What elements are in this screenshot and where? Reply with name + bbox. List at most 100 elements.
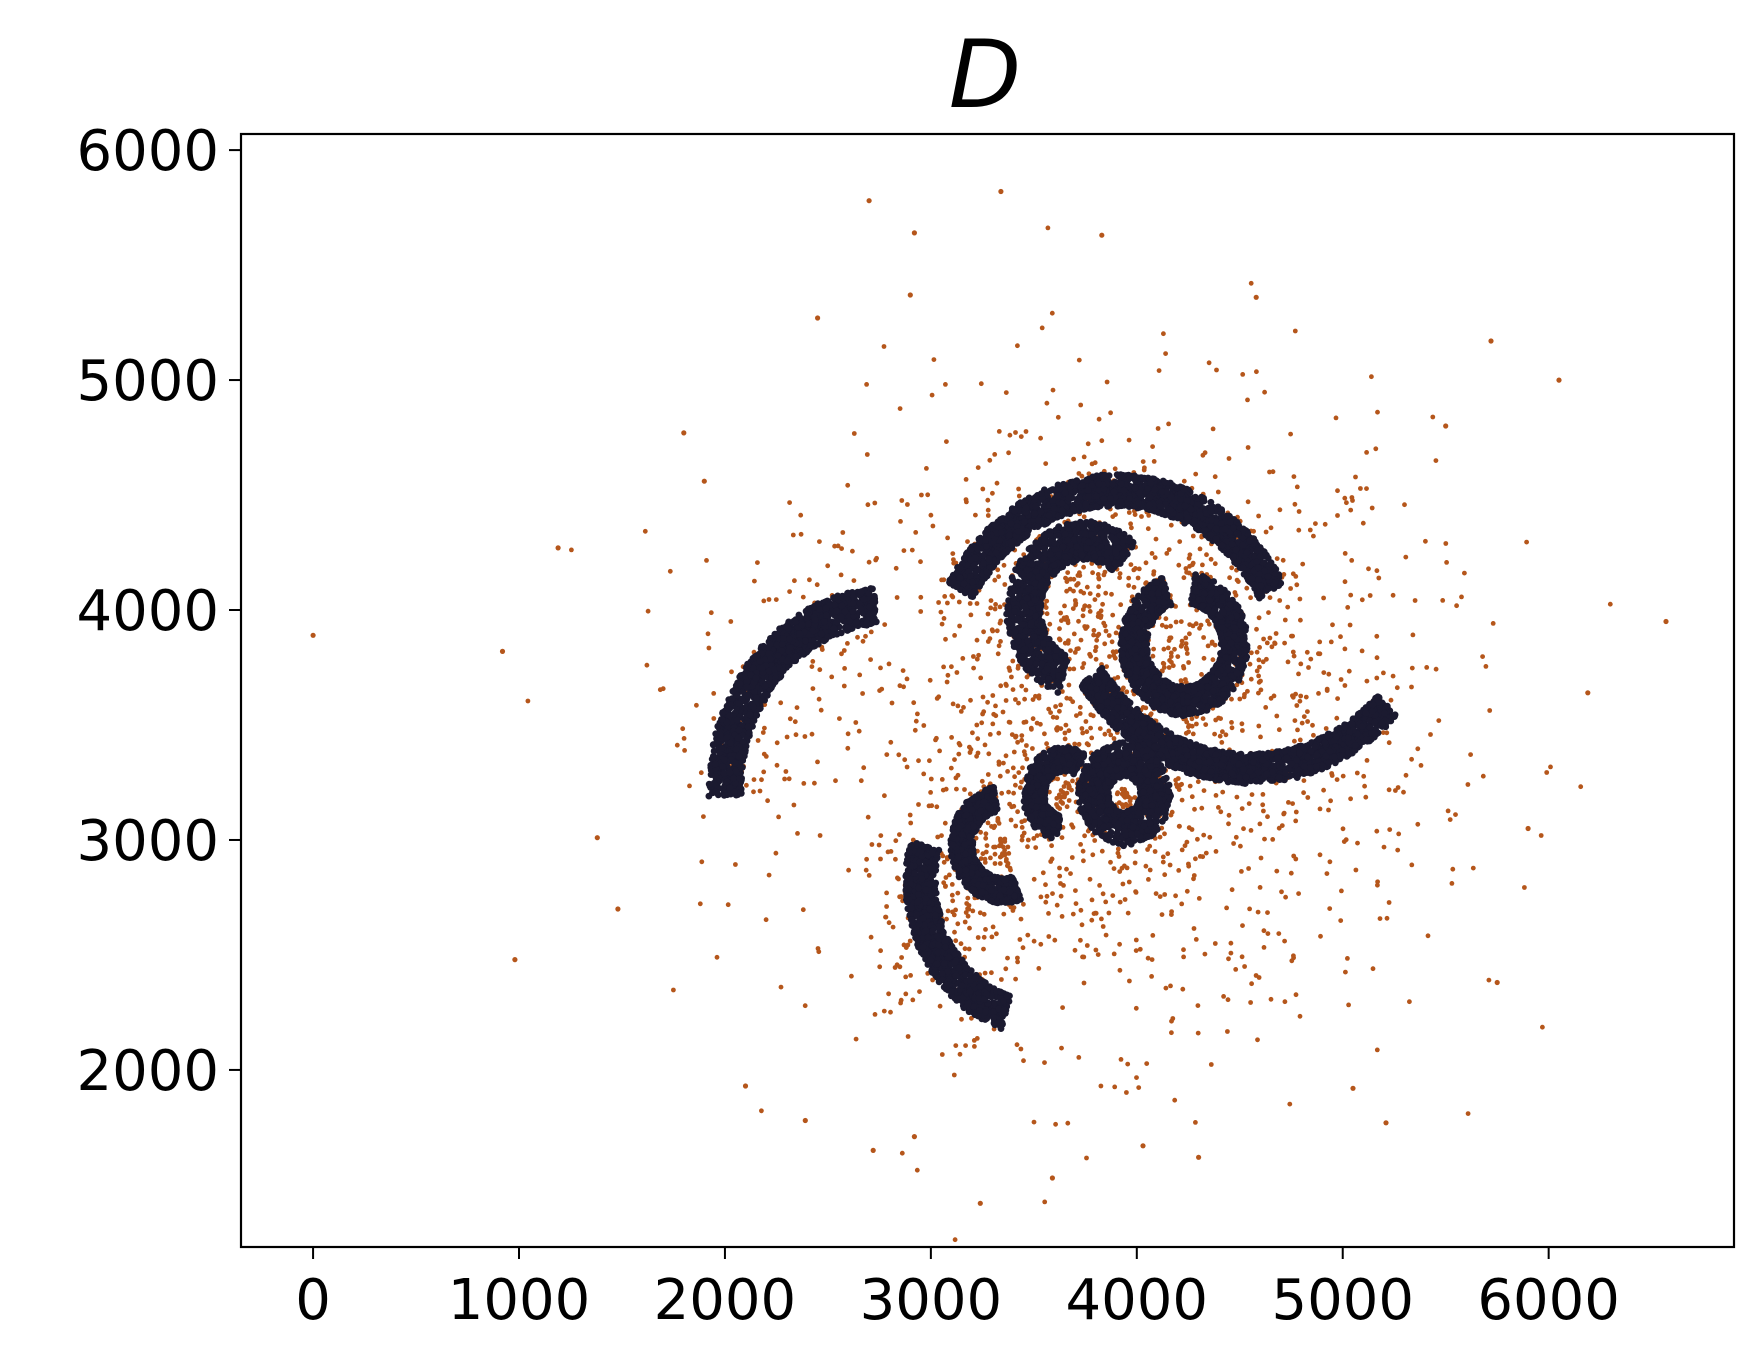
cluster-point bbox=[778, 641, 786, 648]
cluster-point bbox=[723, 778, 731, 786]
noise-point bbox=[1212, 941, 1218, 946]
noise-point bbox=[1270, 837, 1276, 842]
noise-point bbox=[1116, 800, 1122, 806]
noise-point bbox=[1184, 839, 1190, 845]
noise-point bbox=[1117, 941, 1122, 947]
noise-point bbox=[999, 790, 1005, 796]
noise-point bbox=[1187, 631, 1192, 637]
noise-point bbox=[1277, 598, 1283, 603]
noise-point bbox=[1402, 502, 1407, 508]
noise-point bbox=[682, 748, 687, 753]
noise-point bbox=[1468, 752, 1473, 757]
noise-point bbox=[990, 693, 996, 698]
noise-point bbox=[1053, 704, 1058, 709]
noise-point bbox=[904, 764, 910, 770]
noise-point bbox=[1024, 1333, 1029, 1338]
noise-point bbox=[1081, 564, 1086, 570]
noise-point bbox=[864, 856, 869, 862]
noise-point bbox=[1082, 833, 1087, 839]
noise-point bbox=[974, 1036, 980, 1041]
noise-point bbox=[761, 751, 767, 757]
noise-point bbox=[1191, 926, 1197, 931]
noise-point bbox=[1168, 650, 1174, 656]
noise-point bbox=[995, 567, 1001, 573]
noise-point bbox=[1039, 325, 1045, 331]
noise-point bbox=[917, 989, 922, 994]
noise-point bbox=[1151, 646, 1156, 652]
noise-point bbox=[995, 818, 1001, 824]
noise-point bbox=[985, 772, 991, 777]
noise-point bbox=[1207, 834, 1213, 840]
noise-point bbox=[1454, 603, 1459, 609]
noise-point bbox=[907, 938, 913, 944]
cluster-point bbox=[782, 623, 790, 630]
noise-point bbox=[1042, 1060, 1047, 1065]
noise-point bbox=[1050, 891, 1055, 896]
noise-point bbox=[864, 452, 870, 457]
noise-point bbox=[1029, 726, 1034, 732]
noise-point bbox=[1017, 937, 1023, 942]
noise-point bbox=[884, 752, 890, 757]
noise-point bbox=[1110, 612, 1116, 618]
noise-point bbox=[1150, 444, 1155, 449]
noise-point bbox=[1081, 858, 1086, 864]
cluster-point bbox=[821, 618, 828, 626]
noise-point bbox=[955, 890, 961, 896]
noise-point bbox=[1081, 954, 1087, 960]
noise-point bbox=[1176, 868, 1182, 873]
cluster-point bbox=[850, 593, 858, 601]
noise-point bbox=[667, 568, 673, 574]
noise-point bbox=[1480, 654, 1485, 659]
noise-point bbox=[952, 633, 957, 638]
noise-point bbox=[1182, 843, 1188, 849]
noise-point bbox=[792, 578, 797, 584]
noise-point bbox=[947, 872, 952, 878]
noise-point bbox=[1201, 832, 1207, 838]
noise-point bbox=[1117, 869, 1123, 874]
noise-point bbox=[1288, 431, 1293, 437]
noise-point bbox=[1249, 792, 1255, 797]
noise-point bbox=[1290, 649, 1296, 655]
noise-point bbox=[856, 728, 862, 734]
noise-point bbox=[1244, 585, 1250, 591]
noise-point bbox=[992, 861, 998, 866]
noise-point bbox=[1118, 1057, 1124, 1062]
noise-point bbox=[1216, 805, 1221, 810]
noise-point bbox=[1258, 734, 1263, 740]
cluster-point bbox=[735, 700, 742, 707]
noise-point bbox=[1544, 770, 1550, 775]
noise-point bbox=[1058, 881, 1063, 886]
noise-point bbox=[1272, 640, 1277, 646]
noise-point bbox=[1088, 653, 1093, 659]
noise-point bbox=[555, 545, 561, 551]
noise-point bbox=[1246, 866, 1251, 871]
noise-point bbox=[953, 775, 959, 781]
noise-point bbox=[594, 835, 600, 841]
noise-point bbox=[1133, 948, 1139, 953]
noise-point bbox=[846, 867, 851, 873]
noise-point bbox=[1124, 689, 1130, 695]
noise-point bbox=[729, 669, 734, 675]
noise-point bbox=[905, 1034, 911, 1039]
cluster-point bbox=[844, 624, 852, 632]
noise-point bbox=[952, 929, 957, 935]
noise-point bbox=[990, 721, 996, 727]
noise-point bbox=[1423, 538, 1428, 544]
noise-point bbox=[1212, 731, 1217, 737]
noise-point bbox=[869, 842, 875, 847]
x-tick-label: 0 bbox=[295, 1268, 331, 1333]
noise-point bbox=[1159, 912, 1165, 917]
noise-point bbox=[1345, 956, 1350, 961]
noise-point bbox=[1316, 691, 1321, 696]
noise-point bbox=[1128, 521, 1133, 527]
noise-point bbox=[1301, 778, 1307, 783]
x-tick-label: 1000 bbox=[448, 1268, 591, 1333]
noise-point bbox=[1043, 605, 1049, 610]
noise-point bbox=[1119, 791, 1125, 797]
noise-point bbox=[681, 430, 687, 436]
cluster-point bbox=[814, 640, 822, 648]
noise-point bbox=[1556, 377, 1562, 383]
noise-point bbox=[644, 662, 650, 668]
noise-point bbox=[1038, 941, 1044, 947]
noise-point bbox=[943, 786, 949, 792]
